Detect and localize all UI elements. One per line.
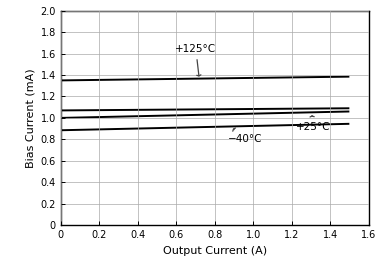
Text: +25°C: +25°C bbox=[296, 116, 330, 132]
Text: +125°C: +125°C bbox=[175, 44, 216, 76]
X-axis label: Output Current (A): Output Current (A) bbox=[163, 245, 267, 255]
Y-axis label: Bias Current (mA): Bias Current (mA) bbox=[25, 68, 35, 168]
Text: −40°C: −40°C bbox=[228, 128, 263, 144]
